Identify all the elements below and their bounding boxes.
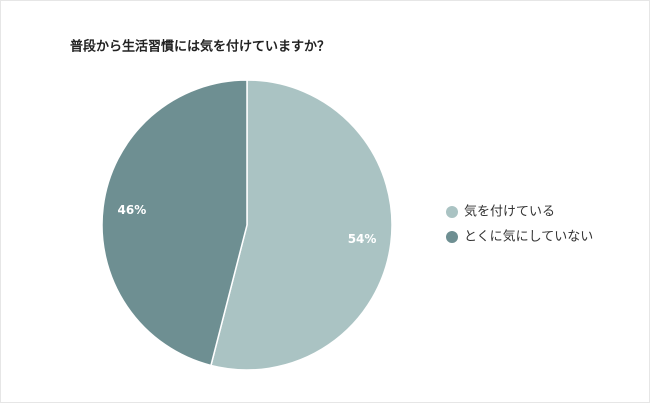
pie-slice bbox=[210, 79, 393, 371]
pie-slice bbox=[101, 79, 248, 367]
legend-label: とくに気にしていない bbox=[464, 229, 593, 245]
value-label: 54% bbox=[348, 232, 377, 246]
legend-label: 気を付けている bbox=[464, 204, 555, 220]
legend-marker bbox=[446, 206, 458, 218]
value-label: 46% bbox=[118, 203, 147, 217]
legend-marker bbox=[446, 231, 458, 243]
chart-title: 普段から生活習慣には気を付けていますか？ bbox=[70, 39, 330, 55]
